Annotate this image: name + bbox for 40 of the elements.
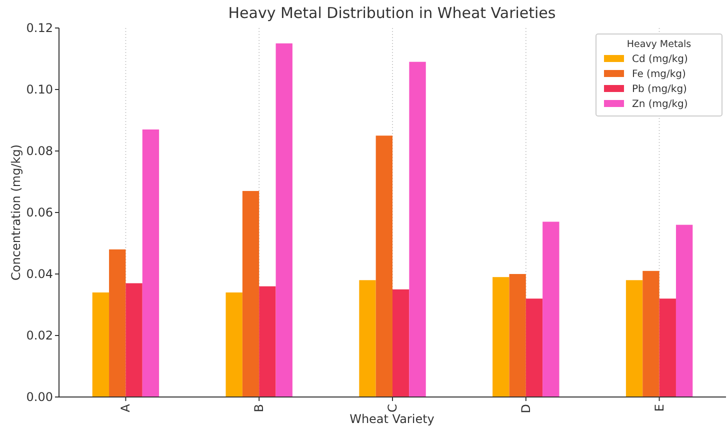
bar: [392, 289, 410, 397]
bar: [259, 286, 276, 397]
y-tick-label: 0.02: [26, 328, 53, 343]
bar: [126, 283, 142, 397]
bar: [642, 270, 660, 397]
y-tick-label: 0.10: [26, 82, 53, 97]
y-tick-label: 0.00: [26, 390, 53, 404]
y-tick-label: 0.06: [26, 206, 53, 220]
bar: [376, 136, 392, 397]
bar: [676, 224, 693, 397]
legend-label: Pb (mg/kg): [632, 84, 688, 95]
y-tick-label: 0.08: [26, 144, 53, 158]
legend-label: Cd (mg/kg): [632, 54, 688, 65]
bar: [109, 249, 126, 397]
legend-label: Zn (mg/kg): [632, 99, 688, 110]
x-tick-label: B: [252, 404, 266, 412]
bar: [509, 274, 526, 397]
bar: [626, 280, 643, 397]
y-tick-label: 0.04: [26, 267, 53, 282]
bar: [542, 222, 560, 397]
x-tick-label: E: [652, 404, 666, 412]
x-tick-label: C: [386, 404, 400, 412]
bar: [92, 292, 110, 397]
x-tick-label: D: [518, 404, 533, 414]
bar: [359, 280, 376, 397]
bar: [526, 298, 543, 397]
legend-title: Heavy Metals: [626, 39, 692, 50]
x-tick-label: A: [118, 403, 133, 412]
bar: [659, 298, 676, 397]
x-axis-title: Wheat Variety: [350, 412, 434, 426]
y-tick-label: 0.12: [26, 21, 53, 36]
bar: [242, 190, 260, 397]
bar: [409, 62, 426, 397]
bar: [492, 277, 510, 397]
y-axis-title: Concentration (mg/kg): [9, 144, 23, 280]
bar: [142, 129, 160, 397]
bar: [276, 43, 292, 397]
legend-label: Fe (mg/kg): [632, 69, 686, 80]
chart-title: Heavy Metal Distribution in Wheat Varieties: [228, 4, 556, 22]
bar: [226, 292, 242, 397]
